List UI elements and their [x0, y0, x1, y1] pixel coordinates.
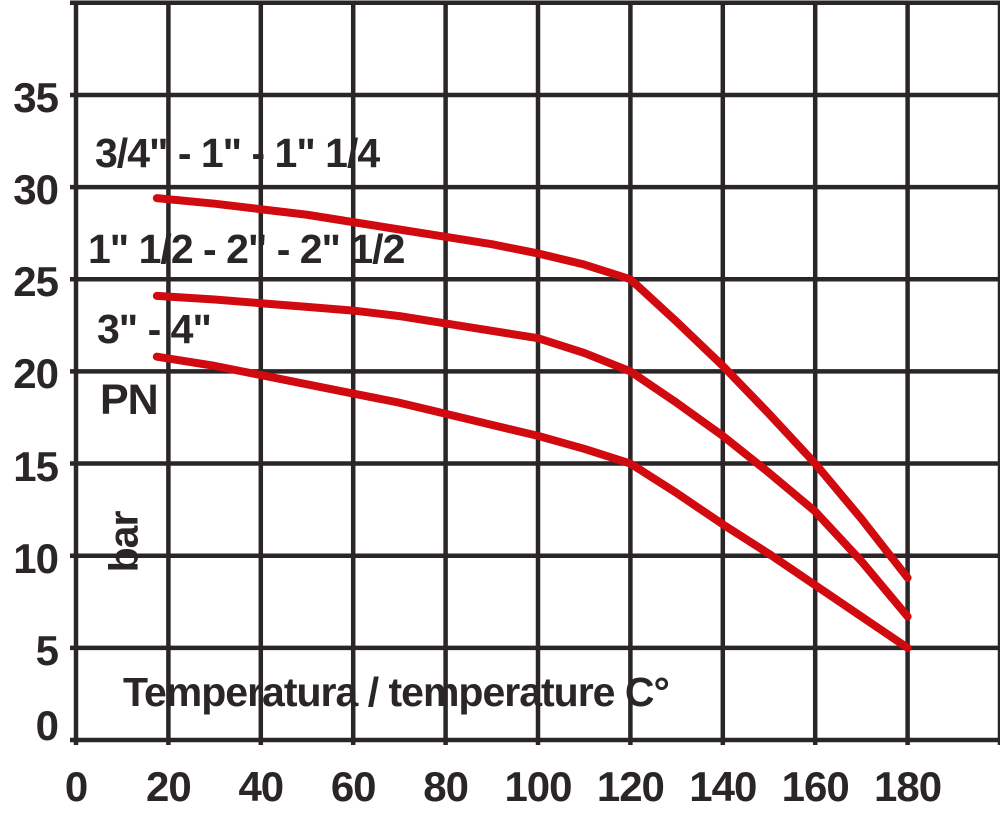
y-tick-label-35: 35 [13, 73, 59, 121]
x-tick-label-120: 120 [596, 763, 665, 810]
y-axis-pn-label: PN [100, 376, 159, 424]
y-tick-label-10: 10 [13, 534, 59, 582]
x-tick-label-20: 20 [146, 763, 192, 810]
series-label-small-sizes: 3/4" - 1" - 1" 1/4 [95, 130, 380, 176]
y-tick-label-25: 25 [13, 258, 59, 306]
y-tick-label-15: 15 [13, 442, 59, 490]
x-tick-label-0: 0 [64, 763, 88, 810]
y-tick-label-30: 30 [13, 166, 59, 214]
x-tick-label-160: 160 [781, 763, 850, 810]
x-axis-title: Temperatura / temperature C° [123, 669, 670, 715]
x-tick-label-80: 80 [423, 763, 469, 810]
x-tick-label-180: 180 [874, 763, 942, 810]
y-tick-label-0: 0 [35, 702, 59, 749]
x-tick-label-100: 100 [504, 763, 572, 810]
y-tick-label-5: 5 [35, 626, 59, 674]
curve-series-1 [152, 194, 912, 582]
series-label-large-sizes: 3" - 4" [97, 306, 212, 352]
x-tick-label-140: 140 [689, 763, 757, 810]
y-axis-unit-label: bar [100, 511, 147, 573]
curve-series-2 [152, 291, 912, 621]
y-tick-label-20: 20 [13, 350, 59, 398]
series-label-medium-sizes: 1" 1/2 - 2" - 2" 1/2 [88, 226, 405, 272]
curve-series-3 [152, 352, 912, 652]
x-tick-label-60: 60 [330, 763, 377, 810]
x-tick-label-40: 40 [238, 763, 284, 810]
